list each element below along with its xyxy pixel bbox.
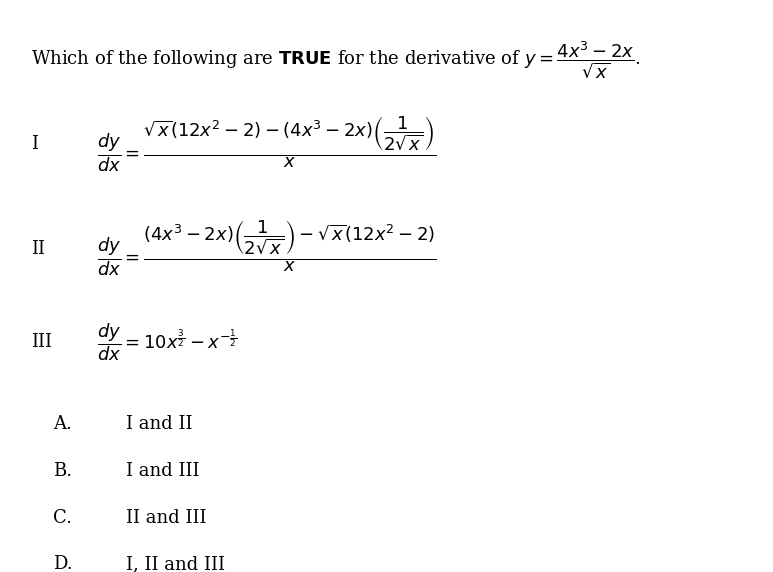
Text: I: I [31,135,38,153]
Text: II and III: II and III [127,509,207,527]
Text: I and II: I and II [127,415,193,433]
Text: A.: A. [53,415,72,433]
Text: III: III [31,333,52,351]
Text: $\dfrac{dy}{dx} = \dfrac{(4x^3-2x)\left(\dfrac{1}{2\sqrt{x}}\right)-\sqrt{x}(12x: $\dfrac{dy}{dx} = \dfrac{(4x^3-2x)\left(… [97,219,437,278]
Text: B.: B. [53,462,72,480]
Text: I and III: I and III [127,462,200,480]
Text: D.: D. [53,555,73,572]
Text: II: II [31,240,45,257]
Text: C.: C. [53,509,72,527]
Text: $\dfrac{dy}{dx} = 10x^{\frac{3}{2}} - x^{-\frac{1}{2}}$: $\dfrac{dy}{dx} = 10x^{\frac{3}{2}} - x^… [97,321,237,363]
Text: Which of the following are $\mathbf{TRUE}$ for the derivative of $y = \dfrac{4x^: Which of the following are $\mathbf{TRUE… [31,40,641,81]
Text: $\dfrac{dy}{dx} = \dfrac{\sqrt{x}(12x^2-2)-(4x^3-2x)\left(\dfrac{1}{2\sqrt{x}}\r: $\dfrac{dy}{dx} = \dfrac{\sqrt{x}(12x^2-… [97,114,437,174]
Text: I, II and III: I, II and III [127,555,226,572]
